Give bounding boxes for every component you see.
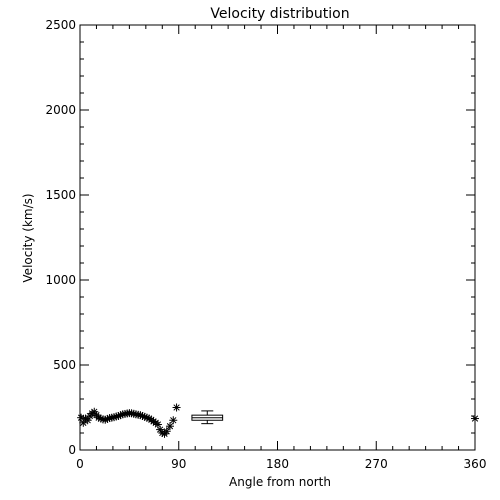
data-point — [83, 416, 92, 425]
data-point — [165, 422, 174, 431]
y-tick-label: 1000 — [45, 273, 76, 287]
error-box — [191, 410, 224, 425]
y-tick-label: 2000 — [45, 103, 76, 117]
y-tick-label: 0 — [68, 443, 76, 457]
x-tick-label: 270 — [365, 457, 388, 471]
x-tick-label: 0 — [76, 457, 84, 471]
data-point — [169, 416, 178, 425]
y-axis-label: Velocity (km/s) — [21, 193, 35, 282]
x-axis-label: Angle from north — [229, 475, 331, 489]
data-point — [172, 403, 181, 412]
data-point — [471, 414, 479, 423]
y-tick-label: 500 — [53, 358, 76, 372]
plot-frame — [79, 24, 476, 451]
y-tick-label: 1500 — [45, 188, 76, 202]
x-tick-label: 90 — [171, 457, 186, 471]
data-point — [162, 427, 171, 436]
y-tick-label: 2500 — [45, 18, 76, 32]
axes: 0 500 1000 1500 2000 2500 0 90 180 270 360 — [45, 18, 486, 471]
data-points — [77, 403, 479, 438]
x-tick-label: 360 — [464, 457, 487, 471]
x-tick-label: 180 — [266, 457, 289, 471]
chart-title: Velocity distribution — [210, 6, 349, 22]
